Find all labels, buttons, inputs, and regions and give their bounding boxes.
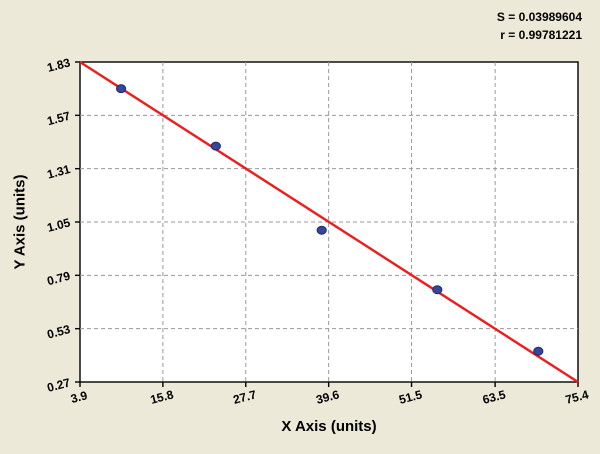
- data-point: [533, 346, 544, 356]
- y-tick-label: 0.79: [46, 269, 72, 289]
- y-tick-label: 0.27: [46, 375, 72, 395]
- y-tick-label: 1.57: [46, 109, 72, 129]
- data-point: [432, 285, 443, 295]
- y-tick-label: 1.31: [46, 162, 72, 182]
- y-tick-label: 0.53: [46, 322, 72, 342]
- r-value-label: r = 0.99781221: [500, 28, 582, 42]
- x-tick-label: 51.5: [397, 387, 423, 407]
- x-tick-label: 3.9: [69, 388, 89, 406]
- s-value-label: S = 0.03989604: [496, 10, 582, 24]
- data-point: [210, 141, 221, 151]
- x-tick-label: 15.8: [149, 387, 175, 407]
- regression-line: [79, 60, 579, 384]
- x-tick-label: 75.4: [564, 387, 590, 407]
- x-axis-title: X Axis (units): [281, 418, 377, 435]
- y-tick-label: 1.83: [46, 55, 72, 75]
- data-point: [115, 84, 127, 94]
- data-point: [316, 225, 327, 235]
- stats-block: S = 0.03989604 r = 0.99781221: [497, 8, 582, 44]
- x-tick-label: 39.6: [315, 387, 341, 407]
- y-tick-label: 1.05: [46, 215, 72, 235]
- x-tick-label: 63.5: [481, 387, 507, 407]
- x-tick-label: 27.7: [232, 387, 258, 407]
